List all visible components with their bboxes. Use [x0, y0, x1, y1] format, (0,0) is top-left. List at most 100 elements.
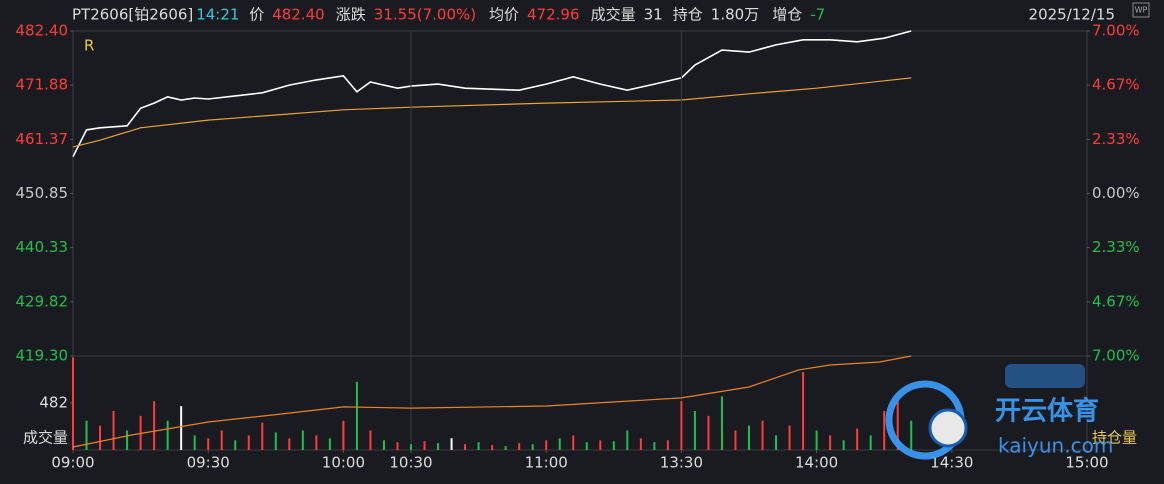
- watermark: 开云体育 kaiyun.com: [885, 364, 1113, 460]
- watermark-bar: [1005, 364, 1085, 388]
- date: 2025/12/15: [1029, 6, 1115, 24]
- volume-bar: [410, 444, 412, 450]
- watermark-domain: kaiyun.com: [998, 434, 1113, 458]
- y2-tick-label: 2.33%: [1092, 130, 1140, 148]
- wp-icon-text: WP: [1135, 6, 1148, 15]
- header-value: 482.40: [272, 6, 325, 24]
- volume-bar: [788, 425, 791, 450]
- x-tick-label: 09:00: [51, 454, 94, 472]
- volume-bar: [612, 441, 615, 450]
- header-label: 涨跌: [336, 6, 366, 24]
- volume-bar: [856, 428, 859, 450]
- volume-bar: [734, 430, 737, 450]
- volume-bar: [288, 438, 291, 450]
- open-interest-line: [72, 355, 912, 448]
- volume-bar: [382, 440, 385, 450]
- volume-bar: [355, 381, 358, 450]
- y2-tick-label: 4.67%: [1092, 292, 1140, 310]
- x-tick-label: 15:00: [1065, 454, 1108, 472]
- volume-bar: [477, 442, 480, 450]
- marker: R: [84, 37, 94, 55]
- y2-tick-label: 7.00%: [1092, 22, 1140, 40]
- volume-bar: [883, 410, 886, 450]
- header-label: 增仓: [772, 6, 802, 24]
- volume-bar: [396, 442, 399, 450]
- volume-bar: [531, 444, 534, 450]
- volume-bar: [910, 420, 913, 450]
- y2-label: 持仓量: [1092, 429, 1137, 447]
- y-label: 成交量: [23, 429, 68, 447]
- header-value: -7: [810, 6, 825, 24]
- y-tick-label: 482: [39, 394, 68, 412]
- volume-bar: [301, 430, 304, 450]
- y-tick-label: 419.30: [16, 347, 69, 365]
- volume-bar: [585, 442, 588, 450]
- volume-bar: [315, 435, 318, 450]
- header-value: 31.55(7.00%): [374, 6, 476, 24]
- header-label: 成交量: [591, 6, 636, 24]
- volume-bar: [207, 438, 210, 450]
- watermark-ball: [928, 408, 968, 448]
- y-tick-label: 471.88: [16, 76, 69, 94]
- y2-tick-label: 7.00%: [1092, 347, 1140, 365]
- volume-bar: [112, 410, 115, 450]
- x-tick-label: 13:30: [660, 454, 703, 472]
- volume-bar: [545, 440, 548, 450]
- volume-bar: [99, 425, 102, 450]
- volume-bar: [423, 441, 426, 450]
- x-tick-label: 09:30: [187, 454, 230, 472]
- y-tick-label: 461.37: [16, 130, 69, 148]
- volume-bar: [153, 401, 156, 450]
- x-tick-label: 14:00: [795, 454, 838, 472]
- watermark-text: 开云体育: [995, 396, 1099, 427]
- volume-bar: [639, 438, 642, 450]
- volume-bar: [193, 435, 196, 450]
- volume-bar: [220, 430, 223, 450]
- volume-bar: [518, 443, 521, 450]
- volume-bar: [599, 440, 602, 450]
- y2-tick-label: 0.00%: [1092, 184, 1140, 202]
- volume-bar: [815, 430, 818, 450]
- y2-tick-label: 2.33%: [1092, 238, 1140, 256]
- header-value: 31: [644, 6, 663, 24]
- header-value: 1.80万: [711, 6, 759, 24]
- volume-bar: [626, 430, 629, 450]
- header-label: 均价: [489, 6, 519, 24]
- y-tick-label: 450.85: [16, 184, 69, 202]
- header-value: 472.96: [527, 6, 580, 24]
- x-tick-label: 11:00: [525, 454, 568, 472]
- x-tick-label: 10:30: [389, 454, 432, 472]
- volume-bar: [450, 438, 453, 450]
- x-tick-label: 10:00: [322, 454, 365, 472]
- volume-bar: [464, 444, 467, 450]
- volume-bar: [274, 432, 277, 450]
- y-tick-label: 429.82: [16, 292, 69, 310]
- symbol: PT2606[铂2606]: [72, 6, 193, 24]
- volume-bar: [802, 371, 805, 450]
- volume-bar: [491, 445, 494, 450]
- volume-bar: [369, 430, 372, 450]
- volume-bar: [869, 435, 872, 450]
- volume-bar: [328, 438, 331, 450]
- volume-bar: [166, 420, 169, 450]
- volume-bar: [437, 443, 440, 450]
- volume-bar: [693, 410, 696, 450]
- volume-bar: [775, 435, 778, 450]
- volume-bar: [653, 442, 656, 450]
- time: 14:21: [196, 6, 239, 24]
- volume-bar: [72, 357, 74, 450]
- volume-bar: [748, 425, 750, 450]
- header-label: 持仓: [673, 6, 703, 24]
- volume-bar: [126, 430, 129, 450]
- volume-bar: [504, 446, 507, 450]
- price-line: [72, 77, 912, 148]
- volume-bar: [761, 420, 764, 450]
- volume-bar: [261, 422, 264, 450]
- volume-bar: [234, 440, 237, 450]
- y-tick-label: 440.33: [16, 238, 69, 256]
- volume-bar: [558, 438, 561, 450]
- y-tick-label: 482.40: [16, 22, 69, 40]
